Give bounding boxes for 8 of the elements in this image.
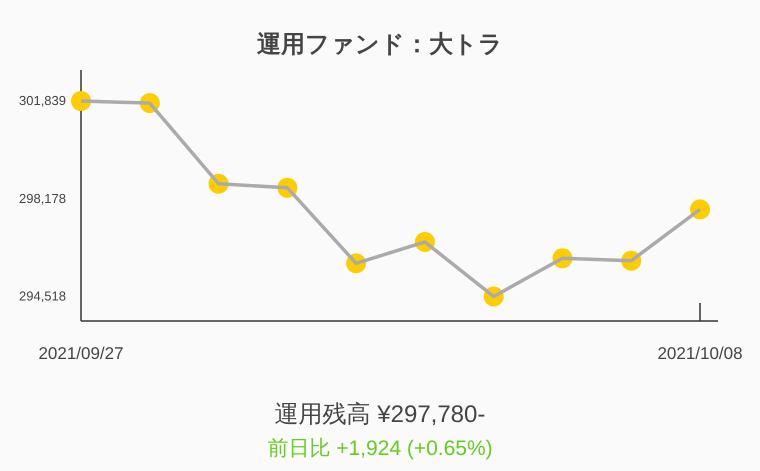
y-tick-label: 294,518 <box>19 288 66 304</box>
chart-title: 運用ファンド：大トラ <box>257 31 503 58</box>
x-tick-label: 2021/10/08 <box>657 344 743 363</box>
text: 前日比 +1,924 (+0.65%) <box>267 437 493 460</box>
y-tick-label: 298,178 <box>19 190 66 206</box>
x-tick-label: 2021/09/27 <box>38 344 124 363</box>
y-tick-label: 301,839 <box>19 93 66 108</box>
text: 運用残高 ¥297,780- <box>274 401 486 428</box>
